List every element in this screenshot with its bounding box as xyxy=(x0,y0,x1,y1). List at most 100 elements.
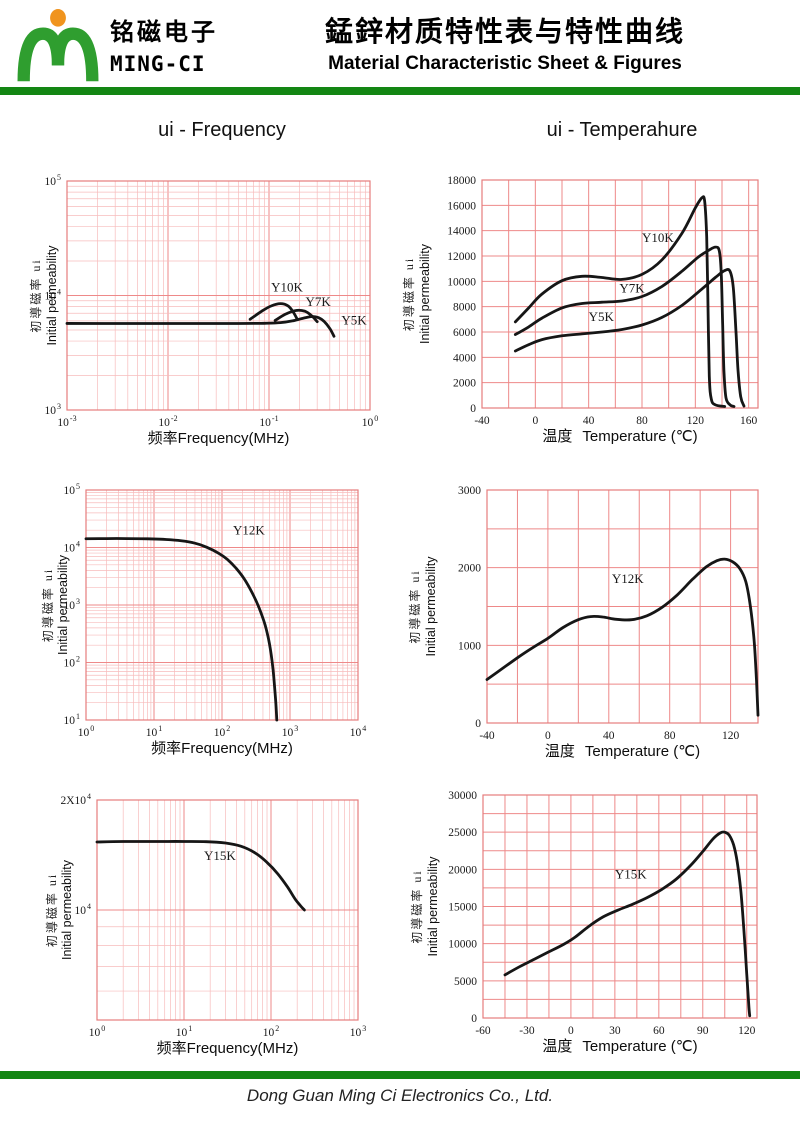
plot-border xyxy=(96,799,359,1021)
tick-label: 120 xyxy=(687,415,705,427)
tick-label: 80 xyxy=(636,415,648,427)
plot-border xyxy=(486,489,759,724)
curve-Y15K xyxy=(95,840,306,912)
tick-label: 101 xyxy=(146,724,163,739)
x-axis-title: 频率Frequency(MHz) xyxy=(148,430,290,447)
footer-company-name: Dong Guan Ming Ci Electronics Co., Ltd. xyxy=(246,1086,554,1105)
tick-label: 101 xyxy=(64,712,81,727)
tick-label: 0 xyxy=(532,415,538,427)
series-label-Y15K: Y15K xyxy=(204,848,236,863)
curve-Y5K xyxy=(513,268,746,408)
series-label-Y10K: Y10K xyxy=(271,280,303,295)
tick-label: 10-1 xyxy=(259,414,278,429)
tick-label: 8000 xyxy=(453,302,476,314)
company-logo xyxy=(17,9,99,82)
tick-label: 103 xyxy=(282,724,299,739)
chart-freq-y15k: 100 101 102 103 2X104 104 频率Frequency(MHz) 初導磁率… xyxy=(44,792,366,1057)
document-titles: 錳鋅材质特性表与特性曲线 Material Characteristic She… xyxy=(250,10,760,75)
tick-label: 6000 xyxy=(453,327,476,339)
y-axis-title-zh: 初導磁率 ui xyxy=(40,568,55,642)
x-axis-title: 温度 Temperature (℃) xyxy=(545,743,700,760)
chart-freq-y12k: 100 101 102 103 104105104103102101频率Frequenc… xyxy=(40,482,366,757)
tick-label: 5000 xyxy=(454,976,477,988)
tick-label: 104 xyxy=(75,902,92,917)
tick-label: 4000 xyxy=(453,352,476,364)
tick-label: 103 xyxy=(45,402,62,417)
tick-label: 60 xyxy=(653,1025,665,1037)
grid xyxy=(486,489,758,724)
tick-label: 100 xyxy=(89,1024,106,1039)
tick-label: 15000 xyxy=(448,902,477,914)
header-divider-bar xyxy=(0,87,800,95)
tick-label: 2X104 xyxy=(60,792,91,807)
x-axis-title: 频率Frequency(MHz) xyxy=(151,740,293,757)
tick-label: 12000 xyxy=(447,251,476,263)
tick-label: 18000 xyxy=(447,175,476,187)
tick-label: 90 xyxy=(697,1025,709,1037)
tick-label: 100 xyxy=(362,414,379,429)
logo-orange-dot xyxy=(50,9,66,27)
x-axis-title: 温度 Temperature (℃) xyxy=(542,1038,697,1055)
tick-label: 1000 xyxy=(458,640,481,652)
y-axis-title-zh: 初導磁率 ui xyxy=(409,869,424,943)
tick-label: 16000 xyxy=(447,200,476,212)
tick-label: 100 xyxy=(78,724,95,739)
footer-divider-bar xyxy=(0,1071,800,1079)
series-label-Y7K: Y7K xyxy=(619,281,645,296)
tick-label: 102 xyxy=(64,655,81,670)
y-axis-title-en: Initial permeability xyxy=(56,554,70,655)
tick-label: -60 xyxy=(475,1025,491,1037)
tick-label: 120 xyxy=(738,1025,756,1037)
column-title-temperature: ui - Temperahure xyxy=(546,119,698,141)
curve-Y15K xyxy=(503,830,752,1018)
tick-label: -30 xyxy=(519,1025,535,1037)
tick-label: 0 xyxy=(471,1013,477,1025)
doc-title-english: Material Characteristic Sheet & Figures xyxy=(328,53,682,74)
curve-Y7K xyxy=(273,308,319,324)
curve-Y12K xyxy=(485,557,760,717)
y-axis-title-en: Initial permeability xyxy=(60,859,74,960)
tick-label: 104 xyxy=(350,724,367,739)
tick-label: 10000 xyxy=(447,276,476,288)
tick-label: 0 xyxy=(475,718,481,730)
tick-label: 30 xyxy=(609,1025,621,1037)
y-axis-title-en: Initial permeability xyxy=(45,245,59,346)
y-axis-title-zh: 初導磁率 ui xyxy=(44,873,59,947)
tick-label: 30000 xyxy=(448,790,477,802)
brand-block: 铭磁电子 MING-CI xyxy=(110,12,218,76)
brand-name-chinese: 铭磁电子 xyxy=(110,19,218,46)
series-label-Y5K: Y5K xyxy=(341,312,367,327)
plot-border xyxy=(481,179,759,409)
series-label-Y12K: Y12K xyxy=(233,523,265,538)
doc-title-chinese: 錳鋅材质特性表与特性曲线 xyxy=(324,16,685,47)
tick-label: 25000 xyxy=(448,827,477,839)
chart-temp-y5k-y7k-y10k: -40 0 40 80 120 16018000160001400012000100008… xyxy=(401,175,759,445)
y-axis-title-en: Initial permeability xyxy=(424,556,438,657)
y-axis-title-en: Initial permeability xyxy=(426,856,440,957)
tick-label: 20000 xyxy=(448,864,477,876)
tick-label: 105 xyxy=(45,173,62,188)
logo-m-right-arch xyxy=(51,27,99,82)
plot-border xyxy=(66,180,371,411)
chart-temp-y15k: -60 -30 0 30 60 90 120 30000 25000 20000 15000 1000… xyxy=(409,790,758,1055)
curve-Y7K xyxy=(513,245,736,408)
tick-label: 120 xyxy=(722,730,740,742)
tick-label: 160 xyxy=(740,415,758,427)
series-label-Y10K: Y10K xyxy=(642,230,674,245)
y-axis-title-zh: 初導磁率 ui xyxy=(28,258,43,332)
series-label-Y7K: Y7K xyxy=(306,294,332,309)
tick-label: 102 xyxy=(214,724,231,739)
grid xyxy=(481,179,758,409)
tick-label: -40 xyxy=(474,415,490,427)
series-label-Y15K: Y15K xyxy=(615,866,647,881)
tick-label: 80 xyxy=(664,730,676,742)
plot-border xyxy=(85,489,359,721)
tick-label: 2000 xyxy=(453,378,476,390)
curve-Y12K xyxy=(84,537,279,722)
grid xyxy=(482,794,757,1019)
y-axis-title-zh: 初導磁率 ui xyxy=(407,569,422,643)
tick-label: 104 xyxy=(64,540,81,555)
